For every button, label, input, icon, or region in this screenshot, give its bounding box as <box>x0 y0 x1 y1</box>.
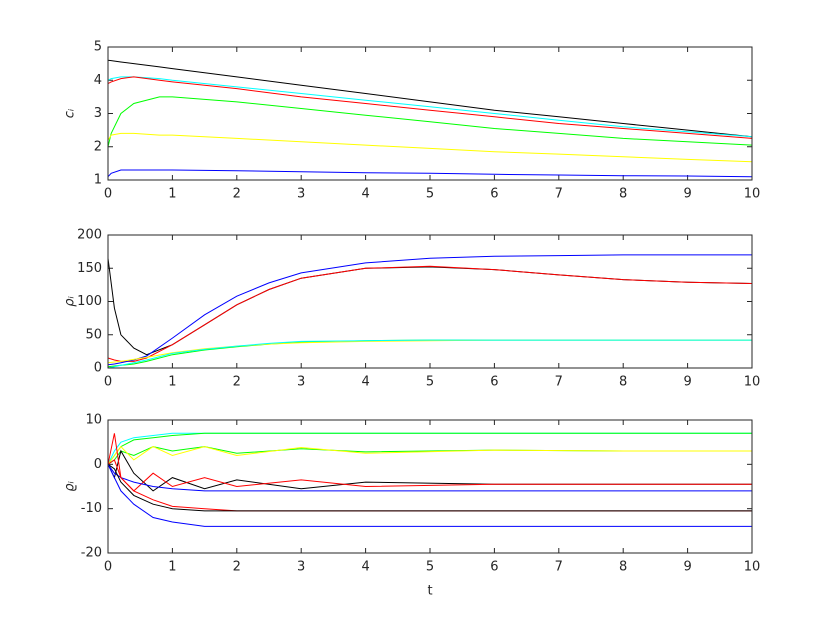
x-tick-label: 10 <box>744 187 761 202</box>
series-line <box>107 254 752 366</box>
x-tick-label: 5 <box>426 375 434 390</box>
x-tick-label: 4 <box>361 560 369 575</box>
series-line <box>107 445 752 465</box>
x-tick-label: 3 <box>297 560 305 575</box>
x-tick-label: 3 <box>297 187 305 202</box>
axes-box <box>107 419 753 554</box>
axes-box <box>107 234 753 369</box>
series-line <box>107 169 753 178</box>
series-line <box>107 339 752 369</box>
x-tick-label: 9 <box>683 560 691 575</box>
series-line <box>107 96 753 147</box>
x-tick-label: 9 <box>683 187 691 202</box>
x-tick-label: 7 <box>555 187 563 202</box>
x-tick-label: 8 <box>619 560 627 575</box>
series-line <box>107 59 753 138</box>
y-tick-label: 150 <box>77 261 102 276</box>
y-tick-label: 1 <box>94 173 102 188</box>
series-line <box>107 432 752 465</box>
y-axis-label: ρᵢ <box>63 296 78 307</box>
x-tick-label: 7 <box>555 375 563 390</box>
x-tick-label: 4 <box>361 375 369 390</box>
x-tick-label: 6 <box>490 375 498 390</box>
x-axis-label: t <box>427 584 432 599</box>
y-tick-label: 3 <box>94 106 102 121</box>
x-tick-label: 2 <box>233 375 241 390</box>
x-tick-label: 0 <box>104 560 112 575</box>
y-tick-label: 0 <box>94 457 102 472</box>
y-axis-label: ϱᵢ <box>63 481 78 492</box>
series-line <box>107 446 752 465</box>
y-tick-label: 0 <box>94 361 102 376</box>
y-tick-label: 10 <box>85 413 102 428</box>
x-tick-label: 7 <box>555 560 563 575</box>
y-tick-label: 200 <box>77 228 102 243</box>
x-tick-label: 1 <box>168 187 176 202</box>
y-tick-label: -20 <box>81 546 102 561</box>
x-tick-label: 2 <box>233 560 241 575</box>
x-tick-label: 2 <box>233 187 241 202</box>
series-line <box>107 339 752 364</box>
series-line <box>107 132 753 163</box>
y-tick-label: 2 <box>94 139 102 154</box>
series-line <box>107 76 753 139</box>
x-tick-label: 1 <box>168 560 176 575</box>
x-tick-label: 6 <box>490 560 498 575</box>
y-tick-label: -10 <box>81 501 102 516</box>
x-tick-label: 8 <box>619 187 627 202</box>
x-tick-label: 5 <box>426 187 434 202</box>
series-line <box>107 432 752 465</box>
x-tick-label: 8 <box>619 375 627 390</box>
y-tick-label: 4 <box>94 73 102 88</box>
series-line <box>107 339 752 368</box>
x-tick-label: 10 <box>744 375 761 390</box>
y-tick-label: 100 <box>77 294 102 309</box>
x-tick-label: 5 <box>426 560 434 575</box>
series-line <box>107 464 752 527</box>
x-tick-label: 6 <box>490 187 498 202</box>
x-tick-label: 10 <box>744 560 761 575</box>
y-tick-label: 5 <box>94 40 102 55</box>
x-tick-label: 9 <box>683 375 691 390</box>
series-line <box>107 463 752 512</box>
x-tick-label: 0 <box>104 375 112 390</box>
x-tick-label: 0 <box>104 187 112 202</box>
series-line <box>107 433 752 492</box>
y-axis-label: cᵢ <box>63 108 78 118</box>
x-tick-label: 3 <box>297 375 305 390</box>
x-tick-label: 1 <box>168 375 176 390</box>
axes-box <box>107 46 753 181</box>
y-tick-label: 50 <box>85 327 102 342</box>
series-line <box>107 265 753 362</box>
x-tick-label: 4 <box>361 187 369 202</box>
series-line <box>107 76 753 138</box>
